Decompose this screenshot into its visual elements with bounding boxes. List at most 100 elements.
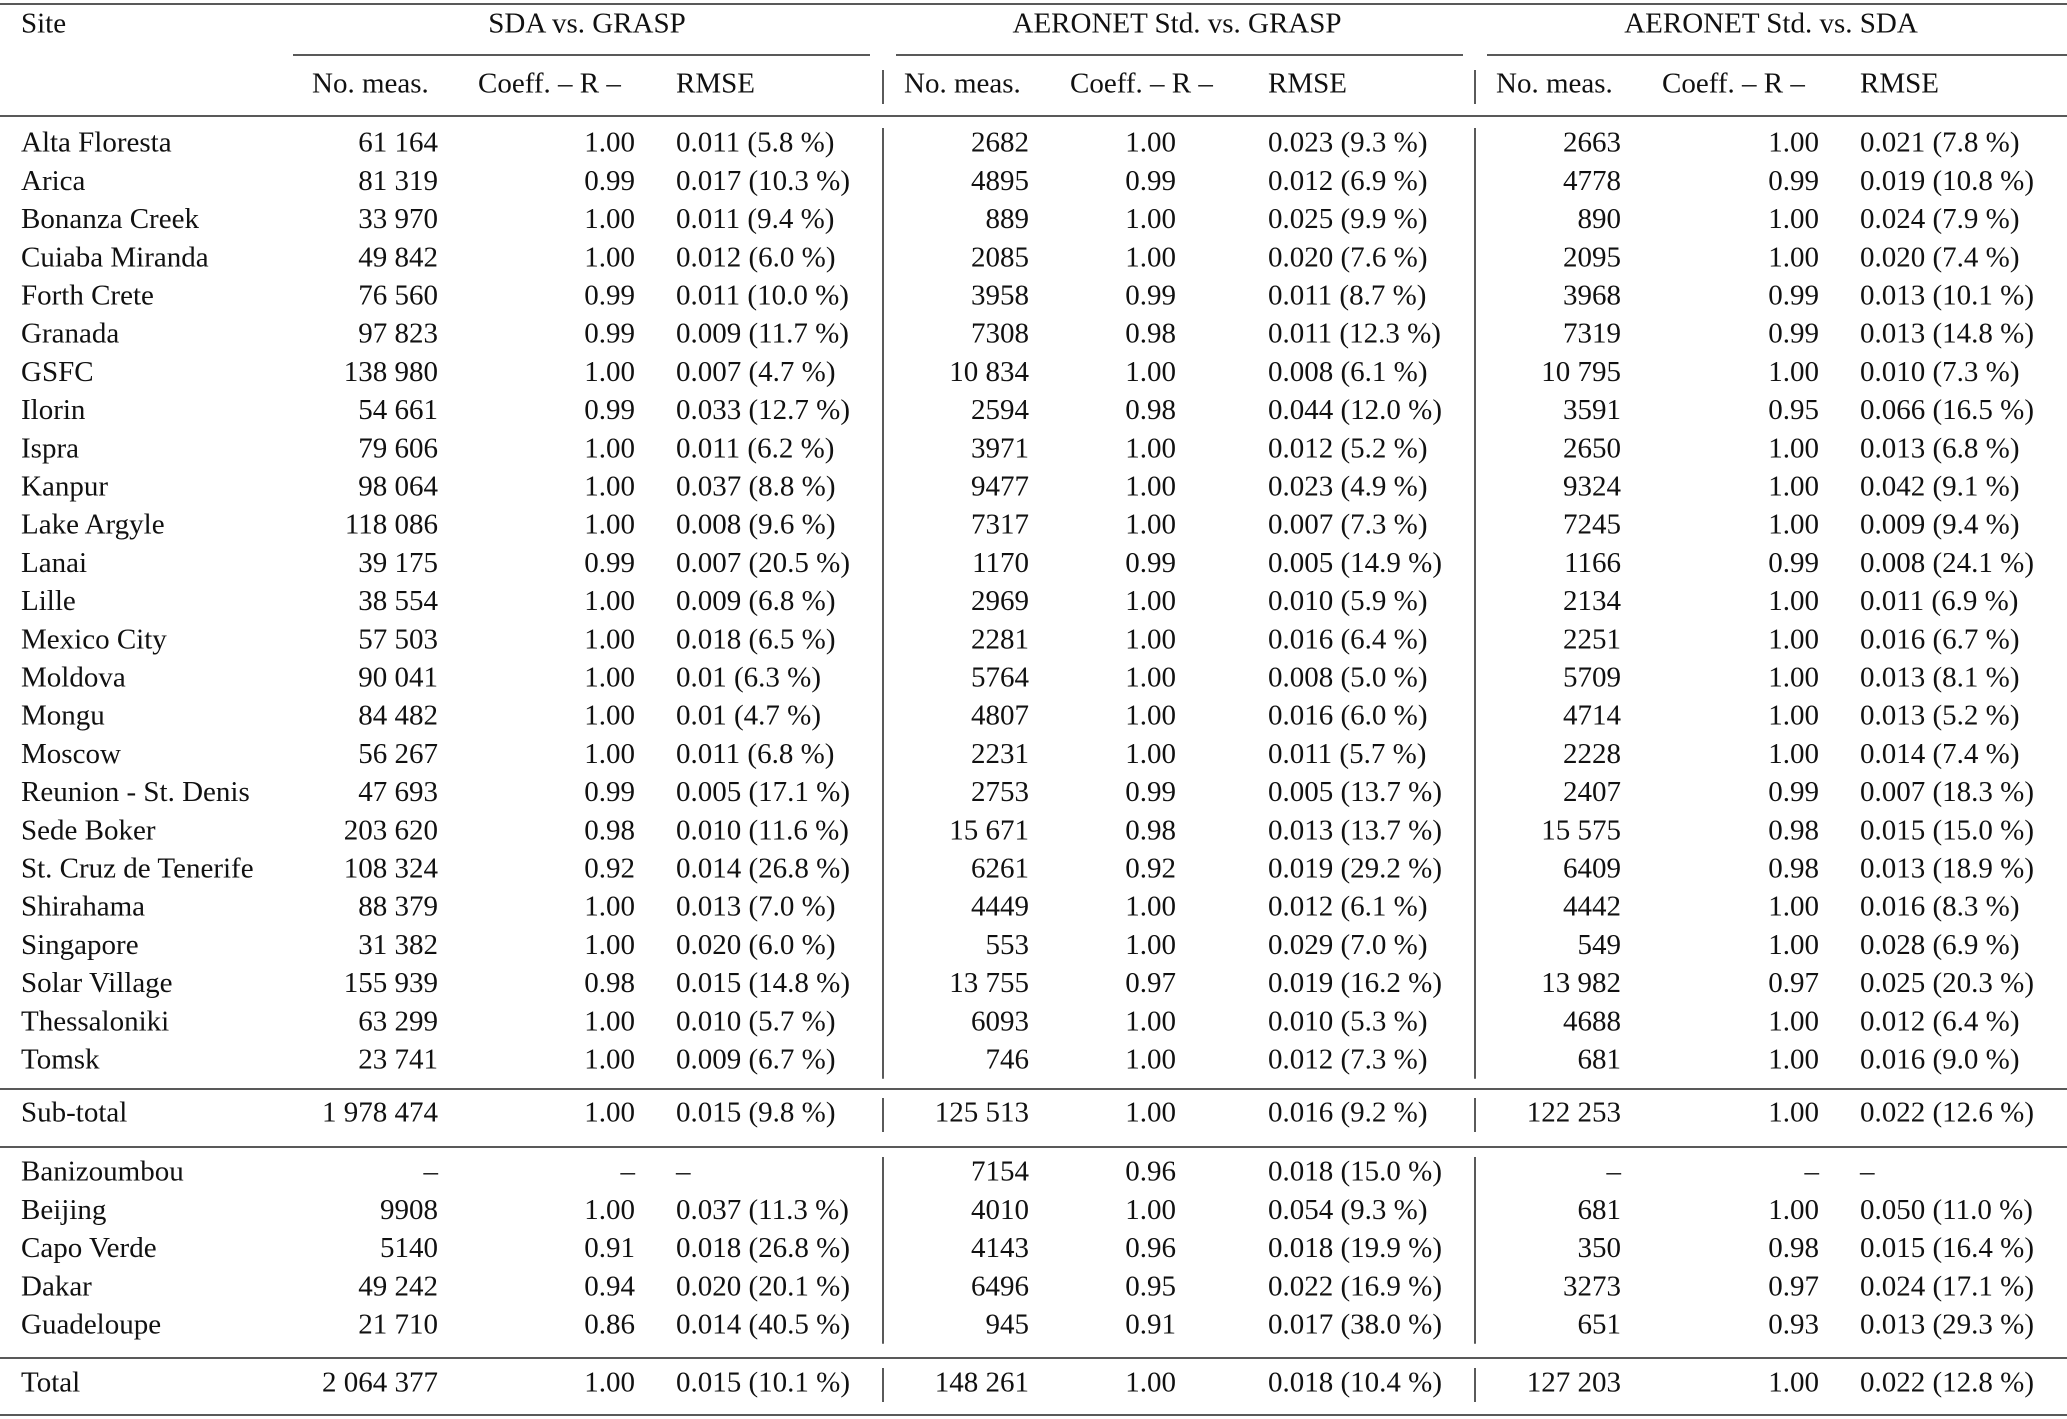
cell: – <box>1606 1156 1622 1188</box>
cell: 4807 <box>971 700 1029 732</box>
cell: 0.018 (10.4 %) <box>1268 1367 1442 1399</box>
cell: 61 164 <box>358 127 438 159</box>
cell: 0.95 <box>1125 1270 1176 1302</box>
cell: 1.00 <box>584 432 635 464</box>
cell: 0.99 <box>584 279 635 311</box>
cell: 1.00 <box>1125 356 1176 388</box>
cell: 33 970 <box>358 203 438 235</box>
cell: 31 382 <box>358 929 438 961</box>
cell: 49 242 <box>358 1270 438 1302</box>
cell: 1.00 <box>1768 738 1819 770</box>
cell: 1.00 <box>1768 1005 1819 1037</box>
cell: 2228 <box>1563 738 1621 770</box>
cell: 0.008 (6.1 %) <box>1268 356 1427 388</box>
cell: 4143 <box>971 1232 1029 1264</box>
cell: 0.96 <box>1125 1232 1176 1264</box>
cell: 7308 <box>971 318 1029 350</box>
cell: 2251 <box>1563 623 1621 655</box>
cell: 1.00 <box>1125 738 1176 770</box>
site-name: GSFC <box>21 356 94 388</box>
cell: 681 <box>1578 1194 1622 1226</box>
cell: 0.98 <box>1768 814 1819 846</box>
cell: 0.94 <box>584 1270 635 1302</box>
cell: 0.01 (4.7 %) <box>676 700 821 732</box>
cell: 9324 <box>1563 470 1622 502</box>
cell: 0.018 (19.9 %) <box>1268 1232 1442 1264</box>
cell: 0.028 (6.9 %) <box>1860 929 2019 961</box>
site-header: Site <box>21 8 66 40</box>
cell: 0.020 (7.4 %) <box>1860 241 2019 273</box>
cell: 0.01 (6.3 %) <box>676 661 821 693</box>
cell: 118 086 <box>345 509 438 541</box>
cell: 10 795 <box>1541 356 1621 388</box>
cell: 56 267 <box>358 738 438 770</box>
cell: 0.91 <box>584 1232 635 1264</box>
cell: 0.013 (8.1 %) <box>1860 661 2019 693</box>
cell: 125 513 <box>935 1097 1029 1129</box>
cell: 0.017 (38.0 %) <box>1268 1308 1442 1340</box>
cell: 3971 <box>971 432 1029 464</box>
cell: 0.010 (7.3 %) <box>1860 356 2019 388</box>
cell: – <box>1804 1156 1820 1188</box>
cell: 1.00 <box>1125 623 1176 655</box>
column-header: RMSE <box>1860 68 1939 100</box>
cell: 0.066 (16.5 %) <box>1860 394 2034 426</box>
cell: 122 253 <box>1527 1097 1621 1129</box>
cell: 9908 <box>380 1194 438 1226</box>
cell: 0.010 (5.9 %) <box>1268 585 1427 617</box>
cell: 1.00 <box>1125 241 1176 273</box>
cell: 0.016 (8.3 %) <box>1860 891 2019 923</box>
cell: 0.011 (5.7 %) <box>1268 738 1426 770</box>
cell: 1.00 <box>584 127 635 159</box>
cell: 0.008 (24.1 %) <box>1860 547 2034 579</box>
cell: 1.00 <box>1125 929 1176 961</box>
cell: 0.92 <box>1125 852 1176 884</box>
cell: 1.00 <box>584 929 635 961</box>
site-name: Beijing <box>21 1194 106 1226</box>
cell: 0.98 <box>584 814 635 846</box>
cell: 0.98 <box>1125 394 1176 426</box>
cell: 890 <box>1578 203 1622 235</box>
site-name: Lille <box>21 585 76 617</box>
cell: 98 064 <box>358 470 438 502</box>
cell: 0.013 (7.0 %) <box>676 891 835 923</box>
cell: 1.00 <box>584 203 635 235</box>
cell: 63 299 <box>358 1005 438 1037</box>
cell: 0.007 (20.5 %) <box>676 547 850 579</box>
cell: 0.015 (16.4 %) <box>1860 1232 2034 1264</box>
site-name: Moscow <box>21 738 121 770</box>
cell: 0.014 (40.5 %) <box>676 1308 850 1340</box>
cell: 0.011 (9.4 %) <box>676 203 834 235</box>
cell: 1.00 <box>1768 127 1819 159</box>
cell: 4010 <box>971 1194 1029 1226</box>
cell: 0.98 <box>1768 1232 1819 1264</box>
cell: 1.00 <box>1768 1043 1819 1075</box>
cell: 0.025 (20.3 %) <box>1860 967 2034 999</box>
cell: 0.010 (5.7 %) <box>676 1005 835 1037</box>
site-name: Arica <box>21 165 86 197</box>
cell: 1.00 <box>1768 891 1819 923</box>
cell: 0.012 (6.9 %) <box>1268 165 1427 197</box>
cell: 0.023 (4.9 %) <box>1268 470 1427 502</box>
cell: 0.99 <box>1125 547 1176 579</box>
cell: 1.00 <box>1768 509 1819 541</box>
cell: 2134 <box>1563 585 1622 617</box>
cell: 0.015 (9.8 %) <box>676 1097 835 1129</box>
cell: 3591 <box>1563 394 1621 426</box>
cell: 0.012 (6.0 %) <box>676 241 835 273</box>
site-name: Bonanza Creek <box>21 203 199 235</box>
site-name: Ilorin <box>21 394 86 426</box>
cell: 0.009 (6.7 %) <box>676 1043 835 1075</box>
cell: 2231 <box>971 738 1029 770</box>
cell: 1.00 <box>584 356 635 388</box>
column-header: No. meas. <box>904 68 1021 100</box>
cell: 1.00 <box>584 1097 635 1129</box>
cell: 2 064 377 <box>322 1367 438 1399</box>
cell: 15 671 <box>949 814 1029 846</box>
cell: 0.99 <box>1125 776 1176 808</box>
cell: 0.044 (12.0 %) <box>1268 394 1442 426</box>
cell: – <box>423 1156 439 1188</box>
cell: 138 980 <box>344 356 438 388</box>
site-name: Sub-total <box>21 1097 127 1129</box>
cell: 0.007 (7.3 %) <box>1268 509 1427 541</box>
